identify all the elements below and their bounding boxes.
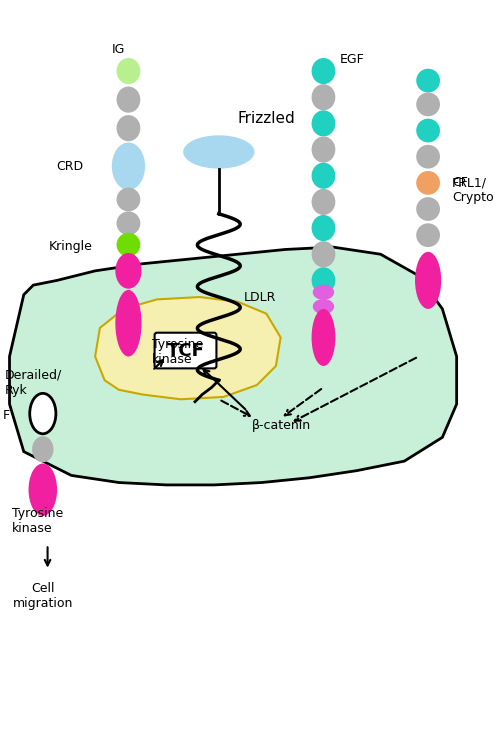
Polygon shape bbox=[95, 297, 281, 399]
Ellipse shape bbox=[117, 86, 140, 113]
FancyBboxPatch shape bbox=[154, 333, 217, 368]
Text: LDLR: LDLR bbox=[244, 291, 276, 304]
Text: Derailed/
Ryk: Derailed/ Ryk bbox=[5, 369, 62, 397]
Text: Kringle: Kringle bbox=[49, 239, 93, 253]
Text: FRL1/
Crypto: FRL1/ Crypto bbox=[452, 176, 494, 204]
Text: EGF: EGF bbox=[340, 53, 365, 66]
Ellipse shape bbox=[117, 233, 140, 257]
Ellipse shape bbox=[117, 187, 140, 212]
Polygon shape bbox=[9, 247, 457, 485]
Ellipse shape bbox=[416, 223, 440, 247]
Ellipse shape bbox=[117, 212, 140, 235]
Ellipse shape bbox=[313, 285, 334, 300]
Ellipse shape bbox=[28, 463, 57, 516]
Ellipse shape bbox=[312, 84, 335, 111]
Ellipse shape bbox=[415, 252, 441, 309]
Text: Cell
migration: Cell migration bbox=[12, 583, 73, 610]
Ellipse shape bbox=[117, 115, 140, 141]
Ellipse shape bbox=[312, 309, 335, 366]
Ellipse shape bbox=[313, 299, 334, 314]
Ellipse shape bbox=[116, 290, 141, 356]
Ellipse shape bbox=[416, 145, 440, 168]
Ellipse shape bbox=[312, 241, 335, 267]
Ellipse shape bbox=[416, 171, 440, 195]
Ellipse shape bbox=[312, 136, 335, 163]
Ellipse shape bbox=[312, 189, 335, 215]
Ellipse shape bbox=[312, 58, 335, 84]
Ellipse shape bbox=[32, 436, 53, 463]
Text: β-catenin: β-catenin bbox=[252, 419, 311, 432]
Ellipse shape bbox=[416, 119, 440, 143]
Text: CRD: CRD bbox=[56, 160, 83, 173]
Text: CF: CF bbox=[452, 176, 468, 190]
Ellipse shape bbox=[183, 135, 254, 168]
Ellipse shape bbox=[117, 58, 140, 84]
Ellipse shape bbox=[416, 92, 440, 116]
Ellipse shape bbox=[416, 197, 440, 221]
Text: IG: IG bbox=[112, 43, 125, 56]
Ellipse shape bbox=[416, 69, 440, 92]
Text: TCF: TCF bbox=[166, 342, 205, 359]
Ellipse shape bbox=[112, 143, 145, 190]
Ellipse shape bbox=[312, 267, 335, 294]
Ellipse shape bbox=[30, 393, 56, 434]
Ellipse shape bbox=[116, 253, 141, 288]
Text: Tyrosine
kinase: Tyrosine kinase bbox=[152, 337, 204, 366]
Ellipse shape bbox=[312, 111, 335, 136]
Text: Tyrosine
kinase: Tyrosine kinase bbox=[12, 507, 63, 534]
Ellipse shape bbox=[312, 163, 335, 189]
Text: Frizzled: Frizzled bbox=[238, 111, 296, 126]
Text: F: F bbox=[2, 409, 9, 422]
Ellipse shape bbox=[312, 215, 335, 241]
